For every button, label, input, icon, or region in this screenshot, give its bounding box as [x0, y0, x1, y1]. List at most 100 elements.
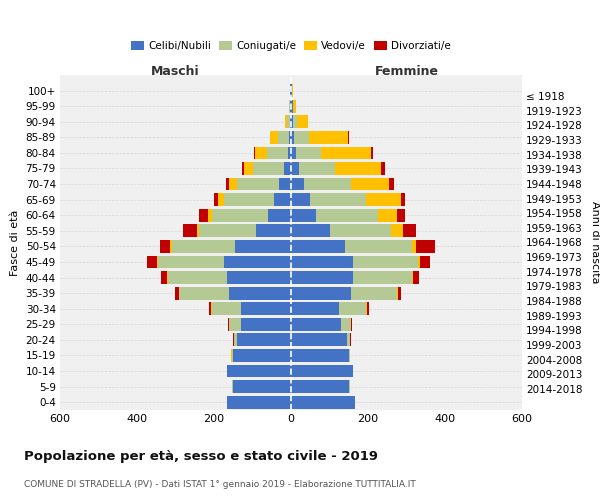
- Bar: [291, 287, 397, 300]
- Bar: [208, 209, 291, 222]
- Bar: [278, 131, 291, 143]
- Bar: [291, 194, 310, 206]
- Bar: [289, 131, 291, 143]
- Bar: [291, 334, 350, 346]
- Bar: [291, 178, 304, 190]
- Bar: [289, 100, 291, 112]
- Bar: [291, 287, 350, 300]
- Bar: [291, 318, 352, 330]
- Bar: [291, 146, 371, 160]
- Bar: [291, 146, 320, 160]
- Bar: [290, 84, 291, 97]
- Bar: [211, 302, 291, 315]
- Bar: [237, 334, 291, 346]
- Bar: [214, 194, 291, 206]
- Bar: [291, 162, 299, 175]
- Bar: [227, 364, 291, 378]
- Bar: [284, 162, 291, 175]
- Bar: [291, 302, 369, 315]
- Bar: [291, 271, 419, 284]
- Bar: [290, 84, 291, 97]
- Bar: [242, 162, 291, 175]
- Bar: [291, 240, 412, 253]
- Bar: [291, 84, 293, 97]
- Bar: [167, 271, 291, 284]
- Bar: [288, 146, 291, 160]
- Bar: [291, 364, 353, 378]
- Bar: [291, 162, 335, 175]
- Bar: [233, 380, 291, 393]
- Bar: [291, 349, 350, 362]
- Bar: [229, 178, 291, 190]
- Bar: [227, 364, 291, 378]
- Bar: [291, 334, 350, 346]
- Bar: [291, 146, 373, 160]
- Bar: [291, 84, 292, 97]
- Bar: [291, 209, 377, 222]
- Bar: [254, 146, 291, 160]
- Bar: [241, 302, 291, 315]
- Bar: [168, 271, 291, 284]
- Bar: [291, 380, 350, 393]
- Bar: [291, 318, 350, 330]
- Bar: [237, 178, 291, 190]
- Bar: [291, 194, 404, 206]
- Bar: [232, 349, 291, 362]
- Bar: [229, 318, 291, 330]
- Bar: [161, 271, 291, 284]
- Bar: [291, 209, 397, 222]
- Bar: [291, 178, 389, 190]
- Bar: [291, 116, 297, 128]
- Bar: [291, 302, 366, 315]
- Bar: [291, 162, 385, 175]
- Bar: [268, 209, 291, 222]
- Bar: [291, 287, 401, 300]
- Bar: [253, 162, 291, 175]
- Bar: [291, 364, 353, 378]
- Bar: [291, 224, 329, 237]
- Bar: [183, 224, 291, 237]
- Bar: [291, 178, 394, 190]
- Bar: [291, 380, 349, 393]
- Bar: [158, 256, 291, 268]
- Bar: [291, 302, 367, 315]
- Bar: [199, 224, 291, 237]
- Bar: [228, 318, 291, 330]
- Bar: [291, 364, 353, 378]
- Bar: [175, 287, 291, 300]
- Bar: [291, 334, 347, 346]
- Bar: [291, 256, 430, 268]
- Bar: [160, 240, 291, 253]
- Bar: [291, 84, 292, 97]
- Bar: [291, 116, 293, 128]
- Bar: [291, 287, 398, 300]
- Bar: [233, 349, 291, 362]
- Bar: [291, 396, 355, 408]
- Bar: [170, 240, 291, 253]
- Bar: [227, 396, 291, 408]
- Bar: [290, 84, 291, 97]
- Bar: [291, 396, 355, 408]
- Y-axis label: Fasce di età: Fasce di età: [10, 210, 20, 276]
- Bar: [291, 131, 310, 143]
- Bar: [290, 84, 291, 97]
- Bar: [227, 271, 291, 284]
- Text: COMUNE DI STRADELLA (PV) - Dati ISTAT 1° gennaio 2019 - Elaborazione TUTTITALIA.: COMUNE DI STRADELLA (PV) - Dati ISTAT 1°…: [24, 480, 416, 489]
- Bar: [291, 224, 416, 237]
- Bar: [232, 380, 291, 393]
- Bar: [255, 146, 291, 160]
- Bar: [291, 194, 401, 206]
- Bar: [291, 100, 293, 112]
- Bar: [212, 209, 291, 222]
- Bar: [227, 364, 291, 378]
- Bar: [244, 162, 291, 175]
- Bar: [291, 349, 349, 362]
- Bar: [285, 116, 291, 128]
- Bar: [291, 271, 353, 284]
- Bar: [291, 302, 339, 315]
- Bar: [291, 131, 294, 143]
- Bar: [291, 256, 418, 268]
- Bar: [274, 194, 291, 206]
- Bar: [287, 116, 291, 128]
- Bar: [291, 116, 308, 128]
